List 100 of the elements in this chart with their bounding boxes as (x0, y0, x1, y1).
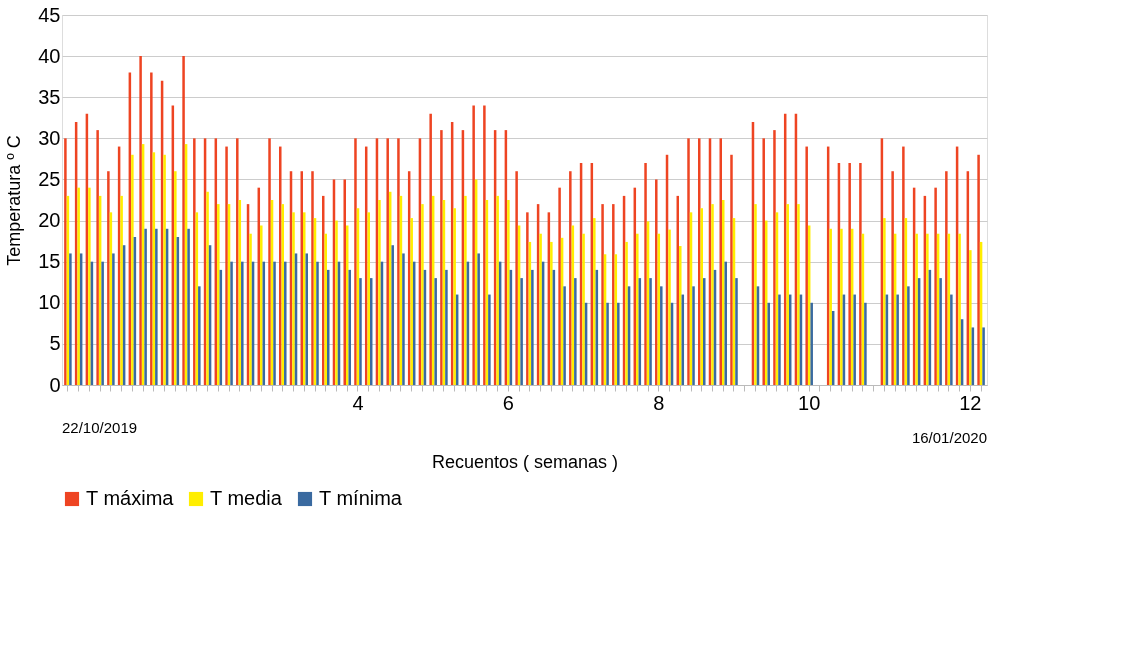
bar (896, 294, 899, 385)
bar (655, 179, 658, 385)
bar (762, 138, 765, 385)
bar (958, 233, 961, 385)
bar (440, 130, 443, 385)
bar (139, 56, 142, 385)
bar (163, 154, 166, 385)
bar (853, 294, 856, 385)
bar (649, 278, 652, 385)
text: 16/01/2020 (911, 429, 987, 446)
x-axis-title: Recuentos ( semanas ) (431, 451, 619, 472)
bar (754, 204, 757, 385)
bar (840, 228, 843, 385)
bar (348, 269, 351, 385)
y-tick-label: 40 (38, 44, 61, 67)
bar (939, 278, 942, 385)
bar (230, 261, 233, 385)
bar (391, 245, 394, 385)
bar (236, 138, 239, 385)
bar (386, 138, 389, 385)
bar (687, 138, 690, 385)
bar (477, 253, 480, 385)
bar (945, 171, 948, 385)
bar (810, 302, 813, 385)
bar (367, 212, 370, 385)
bar (563, 286, 566, 385)
bar (343, 179, 346, 385)
bar (719, 138, 722, 385)
bar (969, 250, 972, 385)
y-tick-label: 0 (49, 373, 61, 396)
bar (155, 228, 158, 385)
bar (711, 204, 714, 385)
bar (703, 278, 706, 385)
bar (601, 204, 604, 385)
bar (778, 294, 781, 385)
bar (805, 146, 808, 385)
bar (767, 302, 770, 385)
bar (120, 195, 123, 385)
bar (735, 278, 738, 385)
bar (496, 195, 499, 385)
y-tick-label: 10 (38, 291, 61, 314)
bar (206, 191, 209, 385)
y-tick-label: 20 (38, 209, 61, 232)
bar (464, 195, 467, 385)
bar (606, 302, 609, 385)
y-tick-label: 45 (38, 3, 61, 26)
bar (786, 204, 789, 385)
bar (550, 241, 553, 385)
bar (260, 225, 263, 385)
bar (636, 233, 639, 385)
legend-label: T media (210, 487, 283, 509)
bar (241, 261, 244, 385)
text: 22/10/2019 (62, 419, 138, 436)
bar (515, 171, 518, 385)
bar (410, 218, 413, 385)
bar (327, 269, 330, 385)
bar (303, 212, 306, 385)
bar (101, 261, 104, 385)
bar (193, 138, 196, 385)
bar (797, 204, 800, 385)
x-tick-label: 4 (352, 391, 364, 414)
bar (453, 208, 456, 385)
bar (182, 56, 185, 385)
bar (617, 302, 620, 385)
bar (569, 171, 572, 385)
bar (926, 233, 929, 385)
y-tick-label: 35 (38, 85, 61, 108)
bar (64, 138, 67, 385)
y-tick-label: 30 (38, 126, 61, 149)
bar (335, 220, 338, 385)
bar (488, 294, 491, 385)
bar (279, 146, 282, 385)
bar (88, 187, 91, 385)
bar (829, 228, 832, 385)
legend-label: T mínima (319, 487, 403, 509)
bar (150, 72, 153, 385)
bar (848, 163, 851, 385)
bar (612, 204, 615, 385)
bar (187, 228, 190, 385)
bar (292, 212, 295, 385)
bar (316, 261, 319, 385)
bar (483, 105, 486, 385)
bar (284, 261, 287, 385)
bar (625, 241, 628, 385)
bar (934, 187, 937, 385)
bar (698, 138, 701, 385)
bar (692, 286, 695, 385)
bar (902, 146, 905, 385)
x-tick-label: 6 (502, 391, 514, 414)
bar (668, 229, 671, 385)
bar (891, 171, 894, 385)
bar (644, 163, 647, 385)
bar (324, 233, 327, 385)
bar (593, 218, 596, 385)
bar (864, 302, 867, 385)
bar (421, 204, 424, 385)
bar (539, 233, 542, 385)
bar (915, 233, 918, 385)
bar (77, 187, 80, 385)
bar (174, 171, 177, 385)
